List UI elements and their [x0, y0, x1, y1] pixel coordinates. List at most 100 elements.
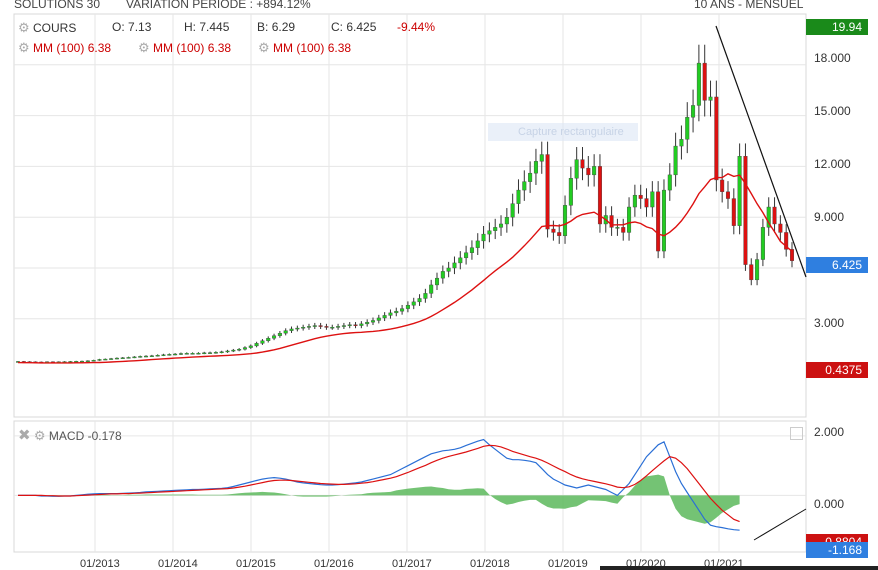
x-tick-label: 01/2013: [80, 558, 120, 570]
legend-close: C: 6.425: [331, 20, 376, 34]
gear-icon[interactable]: ⚙: [258, 40, 270, 55]
macd-legend[interactable]: ✖ ⚙ MACD -0.178: [18, 426, 122, 444]
gear-icon[interactable]: ⚙: [18, 20, 30, 35]
price-grid: [13, 13, 807, 418]
candle-body: [696, 62, 701, 106]
ma-label: MM (100): [153, 41, 205, 55]
candle-body: [289, 328, 294, 331]
candle-body: [656, 191, 661, 252]
candle-body: [242, 347, 247, 350]
candle-body: [336, 326, 341, 328]
x-tick-label: 01/2016: [314, 558, 354, 570]
signal-line: [18, 444, 740, 523]
candle-body: [749, 264, 754, 281]
candle-body: [621, 227, 626, 233]
legend-ma-3[interactable]: ⚙ MM (100) 6.38: [258, 40, 351, 56]
candle-body: [644, 198, 649, 208]
macd-y-tick-label: 2.000: [814, 425, 845, 439]
candle-body: [720, 179, 725, 192]
gear-icon[interactable]: ⚙: [33, 428, 46, 443]
candle-body: [673, 145, 678, 176]
trendline: [715, 25, 807, 278]
candle-body: [365, 321, 370, 325]
candle-body: [272, 335, 277, 339]
candle-body: [306, 326, 311, 328]
candle-body: [382, 315, 387, 319]
max-price-tag: 19.94: [806, 19, 868, 35]
candle-body: [679, 139, 684, 147]
candle-body: [370, 320, 375, 323]
close-value: 6.425: [346, 20, 377, 34]
macd-histogram: [18, 474, 740, 524]
candle-body: [504, 216, 509, 225]
gear-icon[interactable]: ⚙: [18, 40, 30, 55]
candle-body: [400, 308, 405, 312]
candle-body: [597, 166, 602, 225]
candle-body: [388, 312, 393, 316]
scrollbar[interactable]: [600, 566, 878, 570]
candle-body: [225, 350, 230, 353]
macd-trendline: [753, 508, 807, 541]
candlestick-series: [15, 44, 795, 364]
y-tick-label: 12.000: [814, 157, 851, 171]
legend-ma-2[interactable]: ⚙ MM (100) 6.38: [138, 40, 231, 56]
candle-body: [539, 154, 544, 162]
candle-body: [784, 232, 789, 250]
ma-value: 6.38: [87, 41, 112, 55]
gear-icon[interactable]: ⚙: [138, 40, 150, 55]
candle-body: [155, 354, 160, 357]
candle-body: [510, 203, 515, 218]
legend-ma-1[interactable]: ⚙ MM (100) 6.38: [18, 40, 111, 56]
candle-body: [469, 247, 474, 253]
candle-body: [731, 198, 736, 226]
y-tick-label: 18.000: [814, 51, 851, 65]
candle-body: [208, 352, 213, 354]
candle-body: [638, 194, 643, 199]
candle-body: [318, 325, 323, 327]
macd-label: MACD: [48, 429, 85, 443]
candle-body: [580, 159, 585, 169]
ma-value: 6.38: [327, 41, 352, 55]
histogram-area: [18, 474, 740, 524]
capture-overlay[interactable]: Capture rectangulaire: [488, 123, 638, 141]
candle-body: [464, 252, 469, 259]
candle-body: [499, 223, 504, 228]
candle-body: [173, 353, 178, 356]
candle-body: [702, 62, 707, 101]
ma-label: MM (100): [273, 41, 325, 55]
trendline-layer: [715, 25, 807, 278]
candle-body: [563, 205, 568, 237]
candle-body: [632, 194, 637, 208]
candle-body: [219, 351, 224, 354]
candle-body: [260, 340, 265, 344]
legend-cours[interactable]: ⚙ COURS: [18, 20, 76, 36]
close-icon[interactable]: ✖: [18, 427, 31, 444]
macd-y-tick-label: 0.000: [814, 497, 845, 511]
candle-body: [429, 284, 434, 294]
macd-maximize-box[interactable]: [790, 427, 803, 440]
candle-body: [91, 360, 96, 362]
candle-body: [330, 327, 335, 329]
legend-high: H: 7.445: [184, 20, 229, 34]
macd-value: -0.178: [87, 429, 122, 443]
candle-body: [545, 154, 550, 230]
macd-line: [18, 438, 740, 531]
candle-body: [725, 191, 730, 199]
candle-body: [452, 262, 457, 269]
candle-body: [487, 230, 492, 235]
candle-body: [481, 233, 486, 242]
candle-body: [277, 332, 282, 336]
y-tick-label: 15.000: [814, 104, 851, 118]
candle-body: [312, 325, 317, 327]
variation-label: VARIATION PERIODE : +894.12%: [126, 0, 311, 11]
candle-body: [231, 349, 236, 352]
ma-label: MM (100): [33, 41, 85, 55]
candle-body: [661, 189, 666, 252]
candle-body: [353, 324, 358, 326]
x-tick-label: 01/2014: [158, 558, 198, 570]
candle-body: [755, 259, 760, 281]
change-percent: -9.44%: [397, 20, 436, 34]
candle-body: [405, 305, 410, 309]
candle-body: [283, 330, 288, 334]
